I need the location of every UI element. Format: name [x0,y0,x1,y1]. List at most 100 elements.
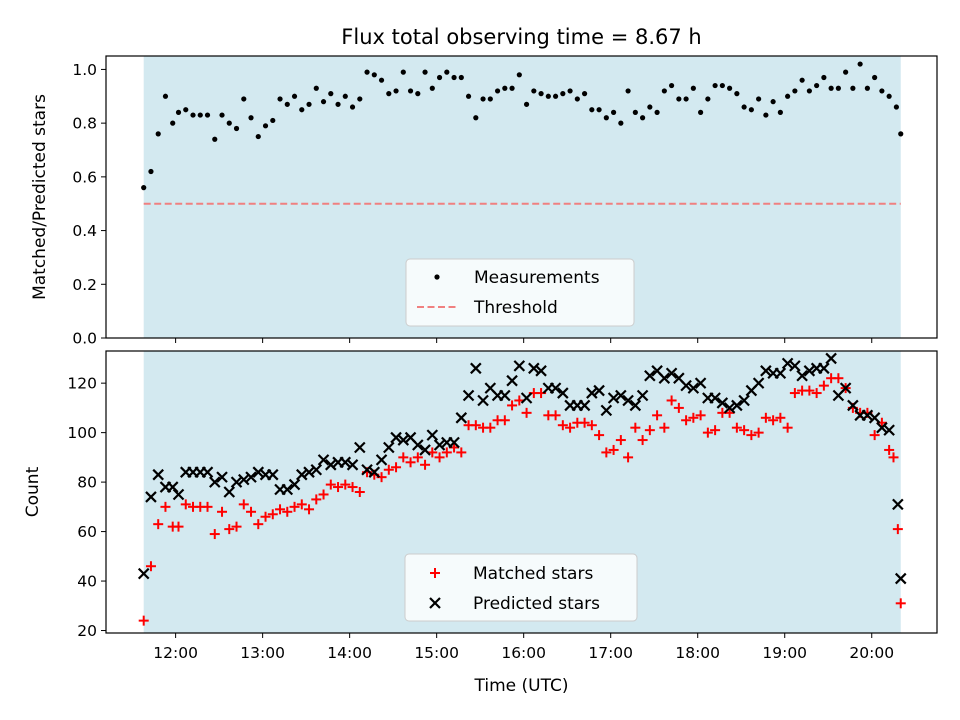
measurement-point [429,85,435,91]
predicted-star-point [230,476,243,488]
measurement-point [618,120,624,126]
predicted-star-point [839,382,852,394]
matched-star-point [789,388,800,399]
measurement-point [480,96,486,102]
matched-star-point [354,487,365,497]
measurement-point [574,96,580,102]
measurement-point [422,69,428,75]
bottom-y-tick-label: 40 [77,573,97,591]
measurement-point [560,91,566,97]
predicted-star-point [223,486,236,498]
measurement-point [741,104,747,110]
measurement-point [581,91,588,97]
bottom-y-tick-label: 80 [77,474,97,492]
measurement-point [893,104,899,110]
predicted-star-point [237,473,250,486]
x-tick-label: 13:00 [240,644,285,662]
matched-star-point [695,410,706,421]
measurement-point [770,99,776,105]
bottom-axes-frame [105,350,938,634]
measurement-point [835,85,841,91]
matched-star-points [138,373,906,626]
predicted-star-point [636,389,649,402]
measurement-point [661,88,667,94]
predicted-star-point [600,404,613,417]
measurement-point [313,85,319,91]
matched-star-point [202,501,213,512]
predicted-star-point [665,367,678,380]
measurement-point [170,120,176,126]
matched-star-point [391,462,402,473]
measurement-point [843,69,849,75]
measurement-point [451,74,457,81]
bottom-legend: Matched stars Predicted stars [404,553,638,622]
predicted-star-point [433,439,446,451]
predicted-star-point [310,463,323,476]
measurement-point [589,107,595,113]
matched-star-point [224,524,235,535]
predicted-star-point [789,360,801,372]
measurement-points [141,61,904,191]
measurement-point [299,107,305,113]
predicted-star-point [723,402,736,414]
matched-star-point [775,412,786,423]
matched-star-point [405,457,416,468]
bottom-y-tick-label: 60 [77,523,97,541]
measurement-point [248,115,254,121]
matched-star-point [724,407,735,418]
bottom-panel: 20 40 60 80 100 120 12:00 13:00 14:00 15:00 16:00 1… [23,350,938,696]
chart-title: Flux total observing time = 8.67 h [341,25,701,49]
measurement-point [792,88,798,94]
matched-star-point [782,422,793,433]
predicted-star-point [499,389,511,402]
bottom-y-tick-label: 100 [67,424,97,442]
measurement-point [821,74,827,81]
matched-star-point [601,447,612,458]
predicted-star-point [528,362,540,375]
matched-star-point [238,499,249,510]
matched-star-point [833,373,844,384]
matched-star-point [275,504,286,515]
predicted-star-point [760,365,772,377]
measurement-point [734,91,740,97]
matched-star-point [180,499,191,510]
matched-star-point [231,521,242,532]
measurement-point [603,115,609,121]
predicted-star-point [847,399,859,412]
predicted-star-point [607,392,620,404]
predicted-star-point [252,466,265,478]
predicted-legend-glyph [429,597,441,609]
predicted-star-point [296,468,308,481]
predicted-star-point [412,439,424,451]
matched-star-point [499,415,510,426]
measurement-point [458,74,464,81]
matched-star-point [673,402,684,413]
measurement-point [487,96,493,102]
measurement-point [864,85,870,91]
x-tick-label: 19:00 [762,644,807,662]
predicted-star-point [680,379,692,392]
predicted-star-point [644,369,656,382]
predicted-star-point [752,377,765,389]
measurement-point [162,93,169,99]
measurement-point [698,109,704,115]
predicted-star-point [513,360,526,372]
predicted-star-point [731,399,743,412]
threshold-legend-label: Threshold [473,298,558,318]
predicted-star-point [716,397,729,409]
predicted-star-point [535,365,547,377]
predicted-star-point [317,454,330,466]
measurement-point [872,74,878,81]
matched-star-point [267,509,278,520]
x-tick-label: 20:00 [849,644,894,662]
measurement-point [328,91,334,97]
measurement-point [632,109,638,115]
matched-star-point [145,561,156,572]
predicted-star-point [137,567,150,580]
measurement-point [828,85,834,91]
measurement-point [596,107,602,113]
matched-star-point [804,385,815,396]
predicted-star-point [172,488,185,501]
measurement-point [748,107,754,113]
matched-star-point [333,482,344,493]
